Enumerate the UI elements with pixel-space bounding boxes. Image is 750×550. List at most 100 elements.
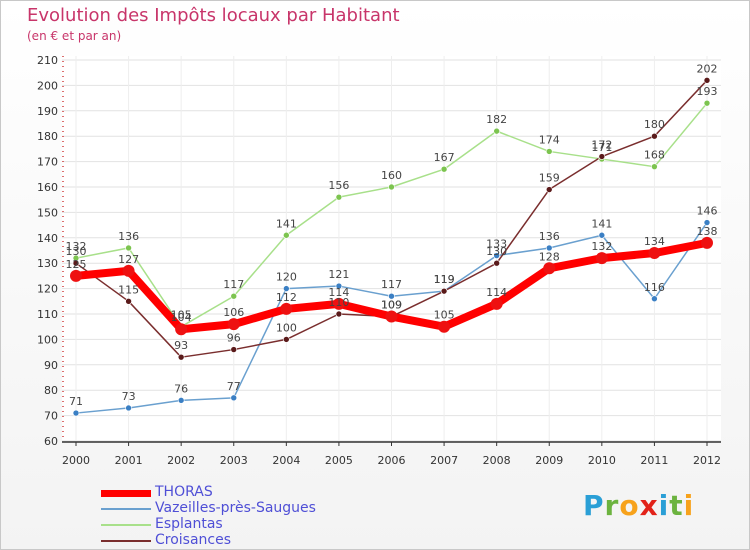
chart-title: Evolution des Impôts locaux par Habitant [27,5,400,26]
data-point-vazeilles-pres-saugues-2010 [598,231,606,239]
logo-letter-1: r [604,489,620,522]
data-point-esplantas-2009 [545,148,553,155]
data-point-thoras-2002 [175,323,188,336]
data-point-esplantas-2007 [440,165,448,173]
legend-label-thoras: THORAS [155,484,213,500]
data-point-vazeilles-pres-saugues-2009 [545,244,553,252]
data-point-esplantas-2003 [230,292,238,300]
data-label-esplantas-2006: 160 [381,169,402,182]
data-point-croisances-2002 [177,353,185,361]
data-label-thoras-2008: 114 [486,286,507,299]
data-label-croisances-2011: 180 [644,118,665,131]
data-label-croisances-2012: 202 [697,62,718,75]
y-tick-label-170: 170 [37,156,58,169]
data-point-croisances-2003 [230,346,238,353]
proxiti-logo: Proxiti [583,489,694,522]
x-tick-label-2007: 2007 [430,454,458,467]
data-label-vazeilles-pres-saugues-2003: 77 [227,380,241,393]
data-label-croisances-2007: 119 [434,273,455,286]
data-point-esplantas-2012 [703,99,711,107]
data-label-vazeilles-pres-saugues-2005: 121 [328,268,349,281]
data-point-thoras-2009 [543,262,556,275]
data-label-vazeilles-pres-saugues-2002: 76 [174,382,188,395]
logo-letter-2: o [619,489,640,522]
y-tick-label-130: 130 [37,257,58,270]
logo-letter-6: i [683,489,695,522]
data-label-thoras-2002: 104 [171,311,192,324]
data-label-vazeilles-pres-saugues-2010: 141 [591,217,612,230]
logo-letter-4: i [658,489,670,522]
data-point-thoras-2003 [227,318,240,331]
x-tick-label-2008: 2008 [483,454,511,467]
data-label-thoras-2005: 114 [328,286,349,299]
data-label-vazeilles-pres-saugues-2008: 133 [486,238,507,251]
x-tick-label-2011: 2011 [640,454,668,467]
x-tick-label-2003: 2003 [220,454,248,467]
data-point-croisances-2007 [440,287,448,295]
data-point-thoras-2001 [122,264,135,277]
x-tick-label-2006: 2006 [378,454,406,467]
data-point-vazeilles-pres-saugues-2002 [177,397,185,404]
y-tick-label-80: 80 [44,384,58,397]
data-label-esplantas-2009: 174 [539,133,560,146]
legend-swatch-esplantas [101,524,151,526]
data-label-croisances-2005: 110 [328,296,349,309]
data-label-croisances-2001: 115 [118,283,139,296]
data-label-croisances-2009: 159 [539,172,560,185]
data-point-thoras-2004 [280,302,293,315]
logo-letter-5: t [669,489,684,522]
y-tick-label-200: 200 [37,79,58,92]
data-point-esplantas-2011 [651,163,658,170]
logo-letter-0: P [583,489,605,522]
legend-swatch-thoras [101,490,151,497]
data-point-thoras-2011 [648,247,661,260]
data-label-croisances-2006: 109 [381,299,402,312]
data-label-esplantas-2010: 171 [591,141,612,154]
data-label-esplantas-2011: 168 [644,149,665,162]
data-point-croisances-2010 [598,153,606,160]
data-point-croisances-2004 [283,336,290,343]
data-label-vazeilles-pres-saugues-2006: 117 [381,278,402,291]
legend-swatch-croisances [101,540,151,542]
data-label-esplantas-2000: 132 [66,240,87,253]
data-label-croisances-2002: 93 [174,339,188,352]
data-point-vazeilles-pres-saugues-2008 [493,252,500,259]
legend-swatch-vazeilles [101,508,151,510]
data-point-thoras-2006 [385,310,398,323]
y-tick-label-90: 90 [44,359,58,372]
data-point-croisances-2000 [72,259,80,267]
data-label-thoras-2003: 106 [223,306,244,319]
x-tick-label-2012: 2012 [693,454,721,467]
data-label-thoras-2001: 127 [118,253,139,266]
y-tick-label-150: 150 [37,206,58,219]
data-point-esplantas-2001 [125,244,132,252]
data-label-croisances-2008: 130 [486,245,507,258]
y-tick-label-60: 60 [44,435,58,448]
data-label-croisances-2004: 100 [276,321,297,334]
data-point-vazeilles-pres-saugues-2001 [125,404,132,412]
data-point-thoras-2010 [595,252,608,265]
data-label-vazeilles-pres-saugues-2009: 136 [539,230,560,243]
data-point-thoras-2007 [438,320,451,333]
data-point-esplantas-2006 [388,183,395,191]
data-label-thoras-2000: 125 [66,258,87,271]
y-tick-label-100: 100 [37,333,58,346]
data-label-esplantas-2005: 156 [328,179,349,192]
y-tick-label-160: 160 [37,181,58,194]
data-point-vazeilles-pres-saugues-2000 [72,409,80,417]
data-point-croisances-2008 [493,259,500,267]
data-point-croisances-2005 [335,310,343,318]
y-tick-label-180: 180 [37,130,58,143]
data-label-croisances-2003: 96 [227,332,241,345]
x-tick-label-2001: 2001 [115,454,143,467]
x-tick-label-2002: 2002 [167,454,195,467]
data-point-thoras-2005 [332,297,345,310]
data-label-thoras-2010: 132 [591,240,612,253]
x-tick-label-2009: 2009 [535,454,563,467]
data-label-vazeilles-pres-saugues-2012: 146 [697,205,718,218]
data-point-croisances-2011 [651,132,658,140]
data-label-thoras-2012: 138 [697,225,718,238]
chart-subtitle: (en € et par an) [27,29,122,43]
